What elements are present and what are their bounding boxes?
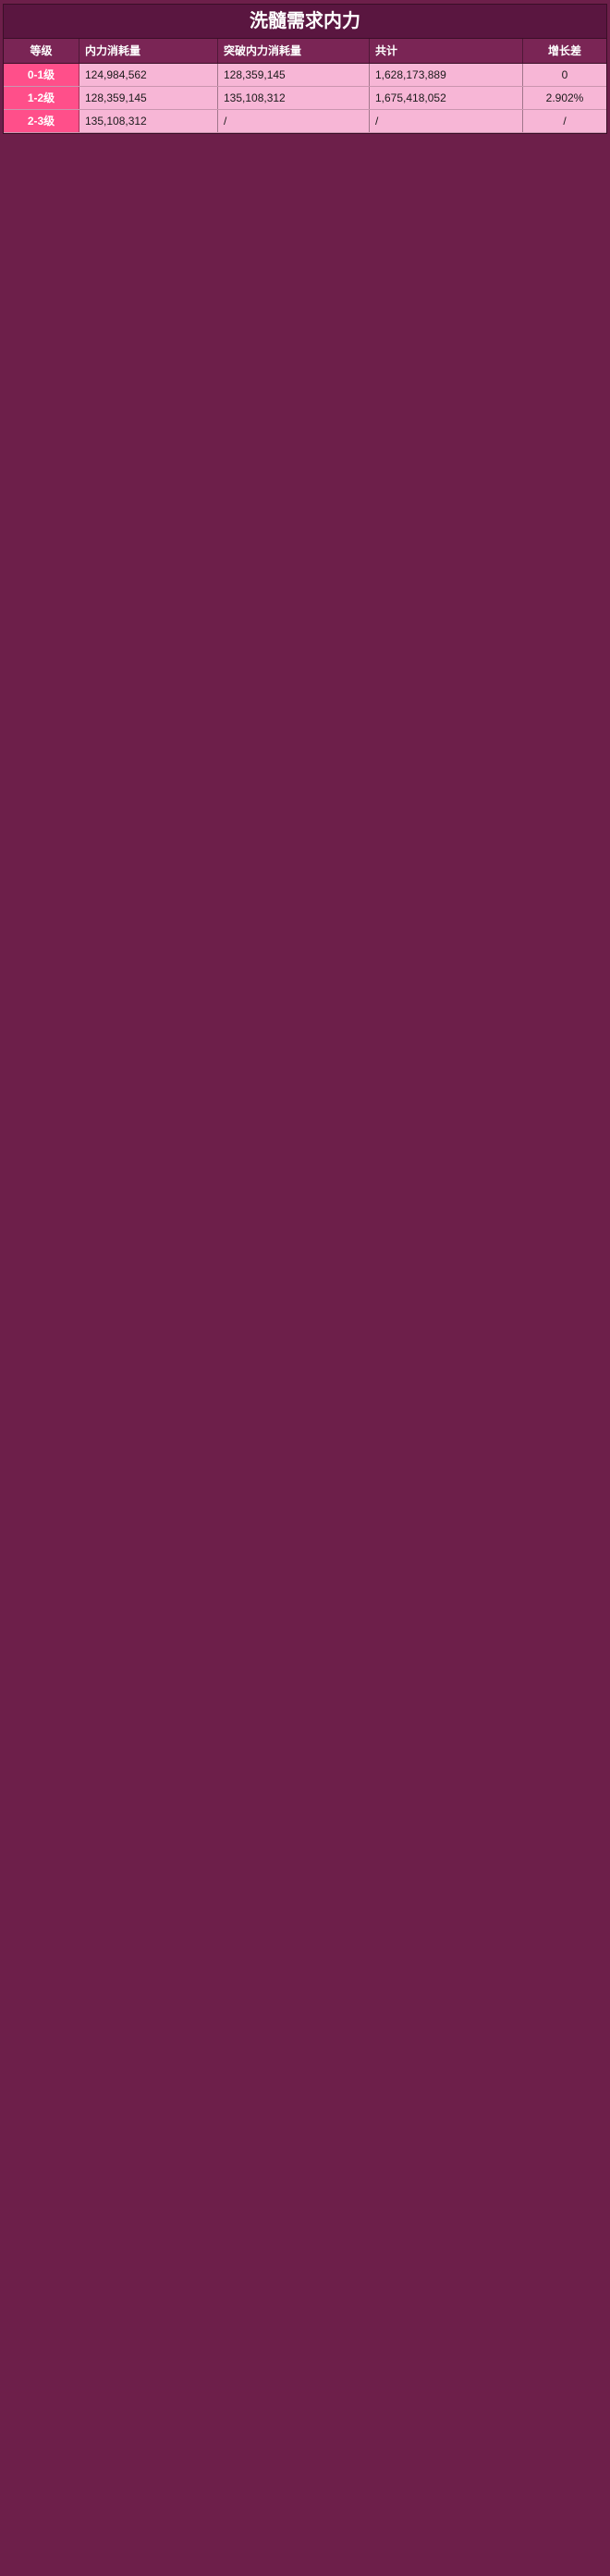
header-breakthrough-cost: 突破内力消耗量 [218, 39, 370, 63]
row-growth: / [563, 115, 567, 128]
inner-power-table: 洗髓需求内力 等级 内力消耗量 突破内力消耗量 共计 增长差 0-1级 124,… [3, 4, 607, 134]
table-title: 洗髓需求内力 [4, 5, 606, 39]
row-inner-power-cost: 128,359,145 [79, 87, 218, 109]
header-growth: 增长差 [547, 44, 581, 57]
row-breakthrough-cost: / [218, 110, 370, 132]
row-level: 1-2级 [4, 87, 79, 109]
row-level: 0-1级 [4, 64, 79, 86]
row-breakthrough-cost: 128,359,145 [218, 64, 370, 86]
header-inner-power-cost: 内力消耗量 [79, 39, 218, 63]
header-level: 等级 [4, 39, 79, 63]
row-total: 1,628,173,889 [370, 64, 523, 86]
row-growth: 2.902% [545, 91, 584, 104]
row-total: / [370, 110, 523, 132]
row-inner-power-cost: 124,984,562 [79, 64, 218, 86]
table-row: 2-3级 135,108,312 / / / [4, 110, 606, 133]
row-level: 2-3级 [4, 110, 79, 132]
row-growth: 0 [561, 68, 568, 81]
row-breakthrough-cost: 135,108,312 [218, 87, 370, 109]
row-total: 1,675,418,052 [370, 87, 523, 109]
table-row: 1-2级 128,359,145 135,108,312 1,675,418,0… [4, 87, 606, 110]
row-inner-power-cost: 135,108,312 [79, 110, 218, 132]
table-header-row: 等级 内力消耗量 突破内力消耗量 共计 增长差 [4, 39, 606, 64]
header-total: 共计 [370, 39, 523, 63]
table-row: 0-1级 124,984,562 128,359,145 1,628,173,8… [4, 64, 606, 87]
